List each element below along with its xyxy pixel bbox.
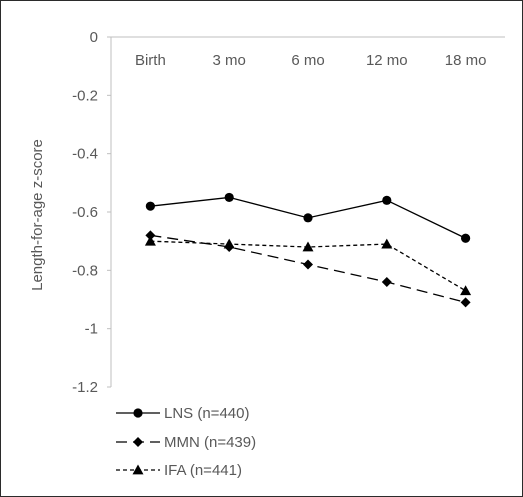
data-point — [461, 233, 471, 243]
data-point — [460, 285, 472, 296]
y-tick-label: -1.2 — [72, 379, 98, 396]
y-tick-label: -1 — [85, 321, 98, 338]
legend-marker — [132, 464, 144, 475]
y-tick-label: -0.2 — [72, 87, 98, 104]
series-triangle — [144, 235, 472, 296]
x-tick-label: 18 mo — [445, 52, 487, 69]
y-axis-label: Length-for-age z-score — [29, 139, 46, 291]
legend-marker — [133, 408, 143, 418]
y-tick-label: 0 — [90, 29, 98, 46]
legend-marker — [133, 437, 143, 447]
series-circle — [145, 192, 471, 243]
data-point — [381, 277, 392, 287]
x-tick-label: Birth — [135, 52, 166, 69]
data-point — [382, 195, 392, 205]
data-point — [144, 235, 156, 246]
legend-label: IFA (n=441) — [164, 462, 242, 479]
data-point — [302, 241, 314, 252]
legend-label: MMN (n=439) — [164, 434, 256, 451]
x-tick-label: 6 mo — [291, 52, 324, 69]
x-tick-label: 3 mo — [213, 52, 246, 69]
data-point — [460, 297, 471, 308]
legend-item: MMN (n=439) — [116, 434, 256, 451]
x-tick-label: 12 mo — [366, 52, 408, 69]
data-point — [303, 259, 313, 270]
legend-item: LNS (n=440) — [116, 405, 249, 422]
legend-label: LNS (n=440) — [164, 405, 249, 422]
data-point — [145, 230, 156, 241]
y-tick-label: -0.8 — [72, 262, 98, 279]
y-tick-label: -0.6 — [72, 204, 98, 221]
data-point — [303, 213, 313, 223]
data-point — [224, 192, 234, 203]
data-point — [381, 238, 393, 249]
y-tick-label: -0.4 — [72, 146, 98, 163]
legend-item: IFA (n=441) — [116, 462, 242, 479]
data-point — [223, 238, 235, 249]
data-point — [145, 201, 155, 211]
